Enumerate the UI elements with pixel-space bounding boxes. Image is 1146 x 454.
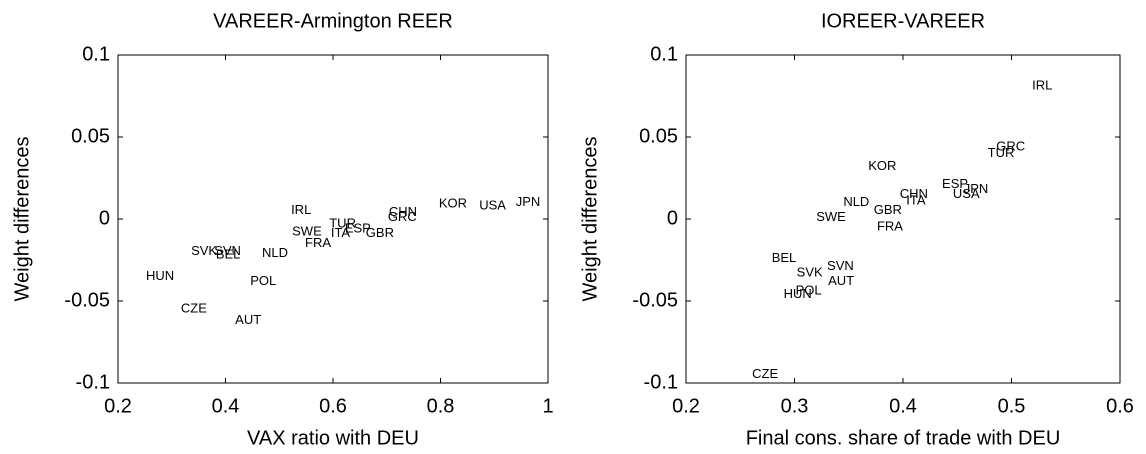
x-tick-label: 0.4 bbox=[212, 395, 240, 417]
point-label: SVK bbox=[191, 243, 217, 258]
point-label: CZE bbox=[181, 301, 207, 316]
point-label: AUT bbox=[235, 312, 261, 327]
point-label: ESP bbox=[345, 220, 371, 235]
y-tick-label: -0.1 bbox=[644, 371, 678, 393]
point-label: HUN bbox=[146, 268, 174, 283]
y-tick-label: 0.1 bbox=[82, 43, 110, 65]
point-label: TUR bbox=[988, 145, 1015, 160]
x-tick-label: 0.4 bbox=[889, 395, 917, 417]
x-tick-label: 0.8 bbox=[427, 395, 455, 417]
point-label: SVN bbox=[214, 243, 241, 258]
y-axis-label: Weight differences bbox=[11, 137, 33, 302]
x-axis-label: VAX ratio with DEU bbox=[247, 427, 419, 449]
x-tick-label: 0.3 bbox=[781, 395, 809, 417]
point-label: GRC bbox=[388, 209, 417, 224]
y-tick-label: 0 bbox=[667, 207, 678, 229]
point-label: POL bbox=[250, 273, 276, 288]
chart-title: IOREER-VAREER bbox=[821, 10, 985, 32]
point-label: GRC bbox=[996, 138, 1025, 153]
point-label: USA bbox=[953, 186, 980, 201]
point-label: USA bbox=[479, 197, 506, 212]
point-label: CZE bbox=[752, 366, 778, 381]
y-tick-label: -0.1 bbox=[76, 371, 110, 393]
point-label: BEL bbox=[216, 247, 241, 262]
x-tick-label: 0.2 bbox=[104, 395, 132, 417]
point-label: SVN bbox=[827, 258, 854, 273]
point-label: SWE bbox=[292, 224, 322, 239]
x-tick-label: 1 bbox=[542, 395, 553, 417]
y-tick-label: 0.05 bbox=[639, 125, 678, 147]
point-label: IRL bbox=[291, 202, 311, 217]
point-label: POL bbox=[796, 283, 822, 298]
point-label: CHN bbox=[900, 186, 928, 201]
x-tick-label: 0.2 bbox=[672, 395, 700, 417]
point-label: ITA bbox=[906, 192, 926, 207]
point-label: TUR bbox=[329, 215, 356, 230]
chart-title: VAREER-Armington REER bbox=[213, 10, 453, 32]
point-label: IRL bbox=[1032, 78, 1052, 93]
point-label: NLD bbox=[843, 194, 869, 209]
y-tick-label: 0 bbox=[99, 207, 110, 229]
point-label: FRA bbox=[877, 219, 903, 234]
y-tick-label: -0.05 bbox=[64, 289, 110, 311]
y-axis-label: Weight differences bbox=[579, 137, 601, 302]
axes-box bbox=[685, 54, 1121, 384]
point-label: JPN bbox=[964, 181, 989, 196]
x-tick-label: 0.6 bbox=[319, 395, 347, 417]
x-tick-label: 0.6 bbox=[1106, 395, 1134, 417]
point-label: NLD bbox=[262, 245, 288, 260]
point-label: CHN bbox=[389, 204, 417, 219]
point-label: KOR bbox=[439, 196, 467, 211]
y-tick-label: 0.1 bbox=[650, 43, 678, 65]
y-tick-label: 0.05 bbox=[71, 125, 110, 147]
point-label: SWE bbox=[816, 209, 846, 224]
x-tick-label: 0.5 bbox=[998, 395, 1026, 417]
point-label: AUT bbox=[828, 273, 854, 288]
point-label: BEL bbox=[772, 250, 797, 265]
point-label: ITA bbox=[331, 225, 351, 240]
x-axis-label: Final cons. share of trade with DEU bbox=[746, 427, 1061, 449]
point-label: KOR bbox=[868, 158, 896, 173]
point-label: GBR bbox=[366, 225, 394, 240]
point-label: ESP bbox=[942, 176, 968, 191]
point-label: FRA bbox=[305, 235, 331, 250]
point-label: GBR bbox=[874, 202, 902, 217]
y-tick-label: -0.05 bbox=[632, 289, 678, 311]
point-label: SVK bbox=[797, 265, 823, 280]
point-label: JPN bbox=[516, 194, 541, 209]
point-label: HUN bbox=[784, 286, 812, 301]
